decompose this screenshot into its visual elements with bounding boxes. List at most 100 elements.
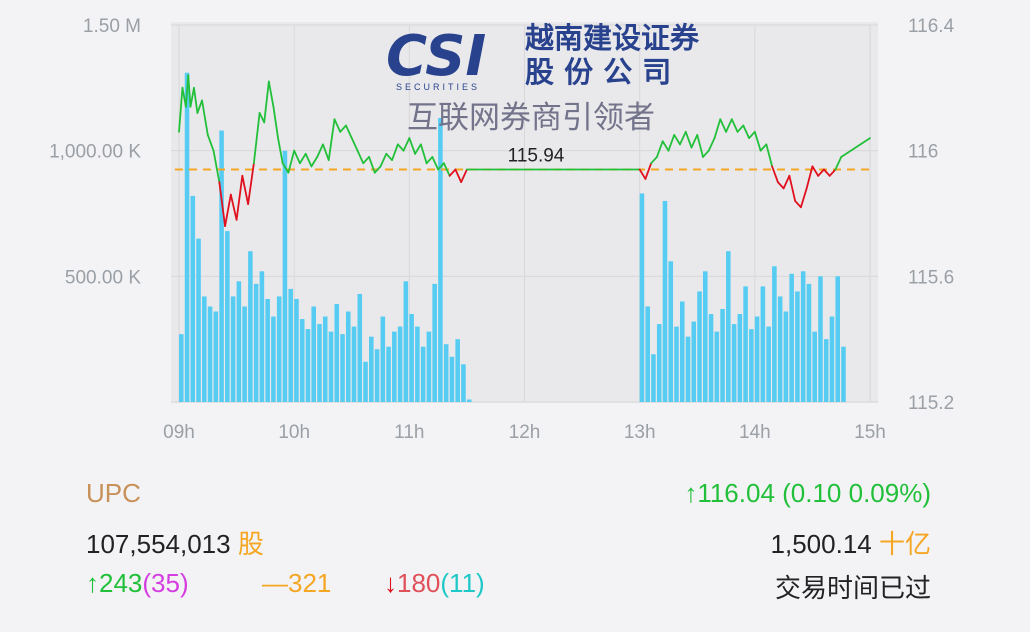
arrow-up-icon: ↑ — [86, 568, 99, 598]
index-price-change: ↑116.04 (0.10 0.09%) — [684, 478, 931, 509]
price-segment — [201, 99, 209, 136]
x-axis-tick: 15h — [854, 422, 886, 443]
volume-bar — [438, 117, 443, 402]
volume-bar — [276, 296, 282, 402]
volume-bar — [760, 286, 766, 402]
decline-floor: (11) — [440, 568, 485, 598]
price-segment — [258, 112, 266, 124]
volume-bar — [311, 306, 316, 402]
decline-count: 180 — [397, 568, 441, 598]
price-segment — [322, 143, 330, 161]
volume-bar — [202, 296, 207, 402]
volume-bar — [795, 291, 800, 402]
volume-bar — [305, 329, 311, 402]
volume-bar — [812, 331, 817, 402]
volume-bar — [380, 316, 386, 402]
price-segment — [396, 143, 405, 152]
volume-bar — [449, 356, 455, 402]
price-segment — [368, 156, 376, 174]
price-segment — [339, 124, 347, 133]
price-segment — [638, 168, 647, 180]
price-segment — [419, 143, 428, 165]
volume-bar — [225, 231, 230, 402]
volume-bar — [236, 281, 242, 402]
total-volume: 107,554,013 股 — [86, 524, 264, 561]
volume-bar — [357, 293, 363, 402]
volume-bar — [823, 339, 829, 402]
volume-bar — [363, 361, 368, 402]
price-segment — [707, 137, 716, 152]
volume-bar — [265, 298, 270, 402]
volume-bar — [207, 306, 213, 402]
price-segment — [828, 168, 837, 177]
price-segment — [725, 118, 733, 133]
x-axis-tick: 12h — [509, 422, 541, 443]
price-segment — [224, 193, 232, 227]
volume-bar — [392, 331, 397, 402]
volume-bar — [213, 311, 219, 402]
price-segment — [667, 134, 676, 152]
volume-unit: 股 — [237, 529, 264, 559]
price-segment — [350, 137, 359, 152]
volume-bar — [248, 251, 253, 402]
left-axis-tick: 1,000.00 K — [49, 142, 141, 163]
price-segment — [333, 118, 342, 133]
volume-bar — [777, 296, 783, 402]
price-segment — [460, 168, 468, 183]
volume-bar — [697, 291, 702, 402]
price-segment — [730, 118, 739, 133]
volume-bar — [386, 346, 391, 402]
price-segment — [293, 149, 301, 165]
price-segment — [834, 156, 843, 171]
arrow-up-icon: ↑ — [684, 478, 698, 508]
x-axis-tick: 14h — [739, 422, 771, 443]
volume-bar — [818, 276, 823, 402]
price-segment — [277, 137, 284, 165]
company-name-line1: 越南建设证券 — [525, 21, 700, 55]
price-segment — [414, 143, 422, 155]
price-segment — [189, 86, 195, 108]
advance-ceiling: (35) — [142, 568, 189, 598]
value-amount: 1,500.14 — [770, 529, 872, 559]
price-segment — [402, 137, 411, 152]
volume-bar — [317, 324, 322, 402]
price-segment — [823, 168, 831, 177]
x-axis-tick: 09h — [163, 422, 195, 443]
price-segment — [196, 99, 203, 114]
volume-bar — [369, 336, 374, 402]
right-axis: 116.4 116 115.6 115.2 — [908, 16, 955, 414]
price-segment — [702, 149, 710, 158]
volume-bar — [651, 354, 656, 402]
volume-bar — [703, 271, 708, 402]
price-segment — [437, 162, 445, 171]
price-segment — [252, 112, 261, 165]
price-segment — [385, 152, 393, 161]
left-axis-tick: 1.50 M — [83, 16, 141, 37]
volume-bar — [288, 288, 293, 402]
volume-bar — [806, 283, 812, 402]
price-segment — [684, 130, 693, 149]
unchanged-stats: —321 — [262, 568, 331, 599]
x-axis: 09h 10h 11h 12h 13h 14h 15h — [163, 422, 886, 443]
price-segment — [235, 174, 244, 221]
volume-bar — [749, 329, 754, 402]
price-segment — [345, 124, 353, 140]
decline-stats: ↓180(11) — [384, 568, 485, 599]
volume-bar — [184, 72, 190, 403]
price-segment — [713, 118, 722, 140]
volume-bar — [679, 301, 685, 402]
price-change-text: 116.04 (0.10 0.09%) — [697, 478, 931, 508]
volume-bar — [420, 346, 426, 402]
left-axis: 1.50 M 1,000.00 K 500.00 K — [49, 16, 141, 288]
volume-bar — [662, 200, 668, 402]
price-segment — [241, 174, 250, 205]
price-segment — [263, 80, 270, 124]
advance-stats: ↑243(35) — [86, 568, 189, 599]
total-value: 1,500.14 十亿 — [771, 524, 931, 561]
price-segment — [736, 124, 745, 133]
price-segment — [304, 152, 313, 168]
right-axis-tick: 115.6 — [908, 267, 954, 288]
price-segment — [299, 152, 307, 165]
price-segment — [753, 130, 762, 152]
price-segment — [788, 174, 797, 202]
